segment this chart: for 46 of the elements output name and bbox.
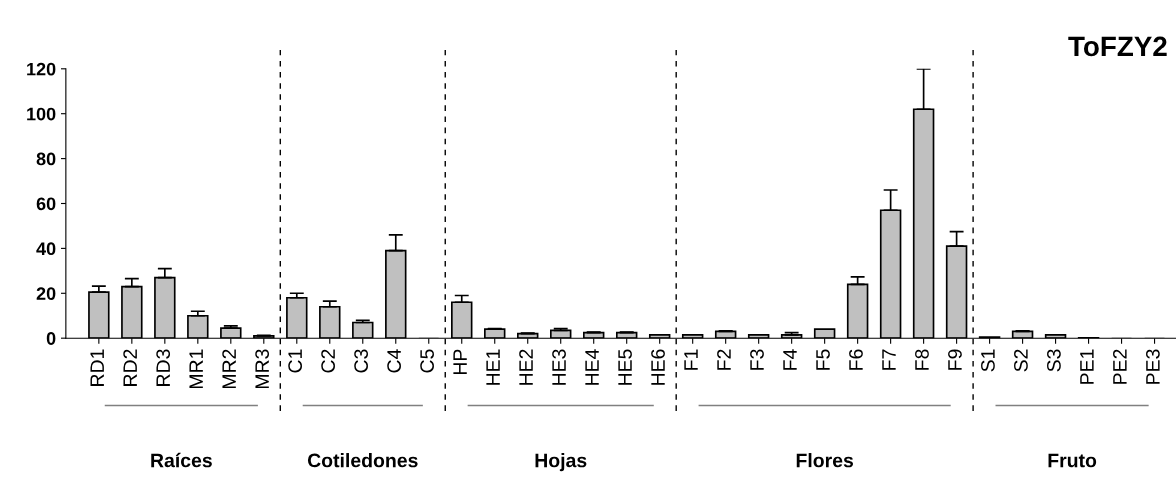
- x-tick-label: MR1: [189, 349, 203, 389]
- text: Fruto: [1048, 453, 1097, 468]
- x-tick-label: HE6: [651, 349, 665, 385]
- x-tick-label: HE3: [552, 349, 566, 385]
- x-tick-label: F9: [948, 349, 962, 370]
- y-tick-label: 20: [36, 287, 56, 301]
- x-tick-label: F4: [783, 349, 797, 370]
- y-tick-label: 0: [46, 332, 56, 345]
- x-tick-label: RD2: [123, 349, 137, 386]
- y-tick-label: 80: [36, 152, 56, 166]
- x-tick-label: MR2: [222, 349, 236, 389]
- text: Raíces: [151, 452, 212, 468]
- text: Cotiledones: [307, 453, 418, 468]
- x-tick-label: C4: [387, 349, 401, 373]
- y-tick-label: 40: [36, 242, 56, 256]
- x-tick-label: HE2: [519, 349, 533, 385]
- x-tick-label: S2: [1014, 349, 1028, 372]
- x-tick-label: PE2: [1113, 349, 1127, 384]
- x-tick-label: HE4: [585, 349, 599, 385]
- x-tick-label: RD1: [90, 349, 104, 386]
- x-tick-label: F6: [849, 349, 863, 370]
- x-tick-label: C3: [354, 349, 368, 373]
- x-tick-label: S3: [1047, 349, 1061, 372]
- x-tick-label: F1: [684, 349, 698, 370]
- x-tick-label: C5: [420, 349, 434, 373]
- y-tick-label: 60: [36, 197, 56, 211]
- x-tick-label: HE1: [486, 349, 500, 385]
- y-tick-label: 120: [27, 62, 56, 76]
- x-tick-label: PE3: [1146, 349, 1160, 384]
- x-tick-label: C1: [288, 349, 303, 373]
- x-tick-label: F8: [915, 349, 929, 370]
- x-tick-label: C2: [321, 349, 335, 373]
- text: Hojas: [535, 453, 587, 472]
- x-tick-label: F3: [750, 349, 764, 370]
- x-tick-label: HP: [453, 349, 467, 375]
- x-tick-label: RD3: [156, 349, 171, 386]
- chart-title: ToFZY2: [1068, 36, 1167, 57]
- x-tick-label: MR3: [255, 349, 270, 389]
- y-tick-label: 100: [27, 107, 56, 121]
- x-tick-label: F7: [882, 349, 896, 370]
- x-tick-label: S1: [981, 349, 995, 372]
- x-tick-label: F2: [717, 349, 731, 370]
- x-tick-label: PE1: [1080, 349, 1094, 384]
- x-tick-label: F5: [816, 349, 830, 370]
- text: Flores: [796, 453, 854, 468]
- x-tick-label: HE5: [618, 349, 632, 385]
